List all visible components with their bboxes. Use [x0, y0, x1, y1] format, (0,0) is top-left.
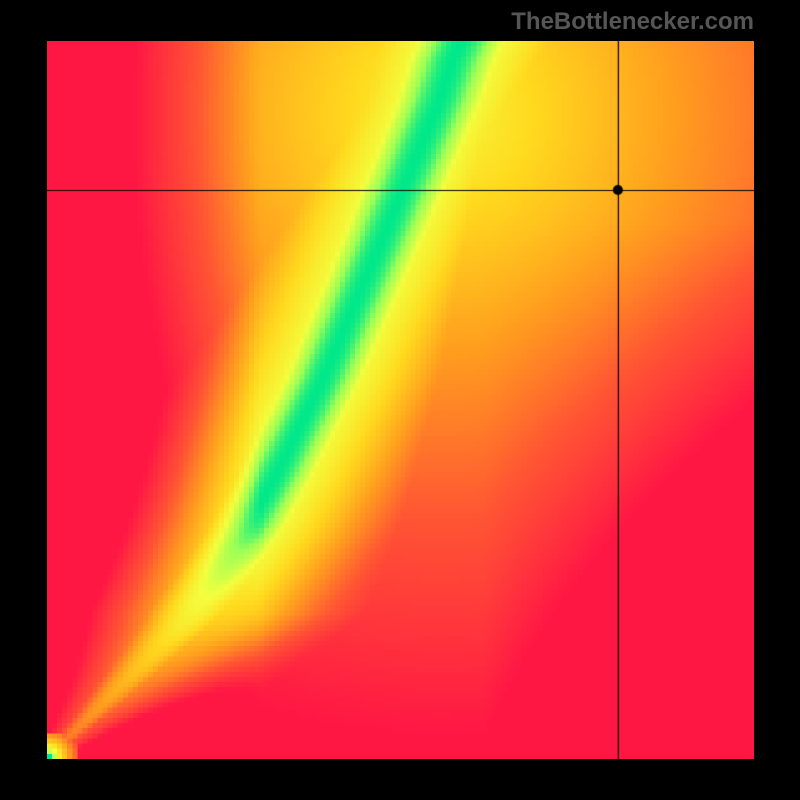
- crosshair-overlay: [47, 41, 754, 759]
- watermark-text: TheBottlenecker.com: [511, 8, 754, 36]
